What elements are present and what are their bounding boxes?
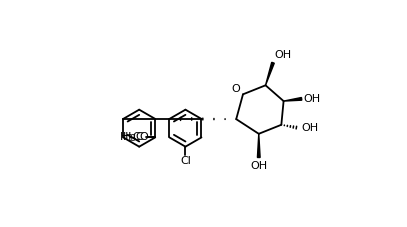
Polygon shape (265, 62, 274, 85)
Text: OH: OH (274, 50, 291, 60)
Text: O: O (139, 132, 148, 142)
Text: H$_3$C: H$_3$C (122, 131, 145, 144)
Text: O: O (232, 84, 240, 94)
Text: OH: OH (303, 94, 320, 104)
Text: OH: OH (250, 161, 267, 171)
Text: H$_3$C: H$_3$C (119, 130, 142, 144)
Polygon shape (257, 134, 260, 158)
Polygon shape (284, 97, 302, 101)
Text: OH: OH (301, 123, 318, 133)
Text: Cl: Cl (180, 156, 191, 166)
